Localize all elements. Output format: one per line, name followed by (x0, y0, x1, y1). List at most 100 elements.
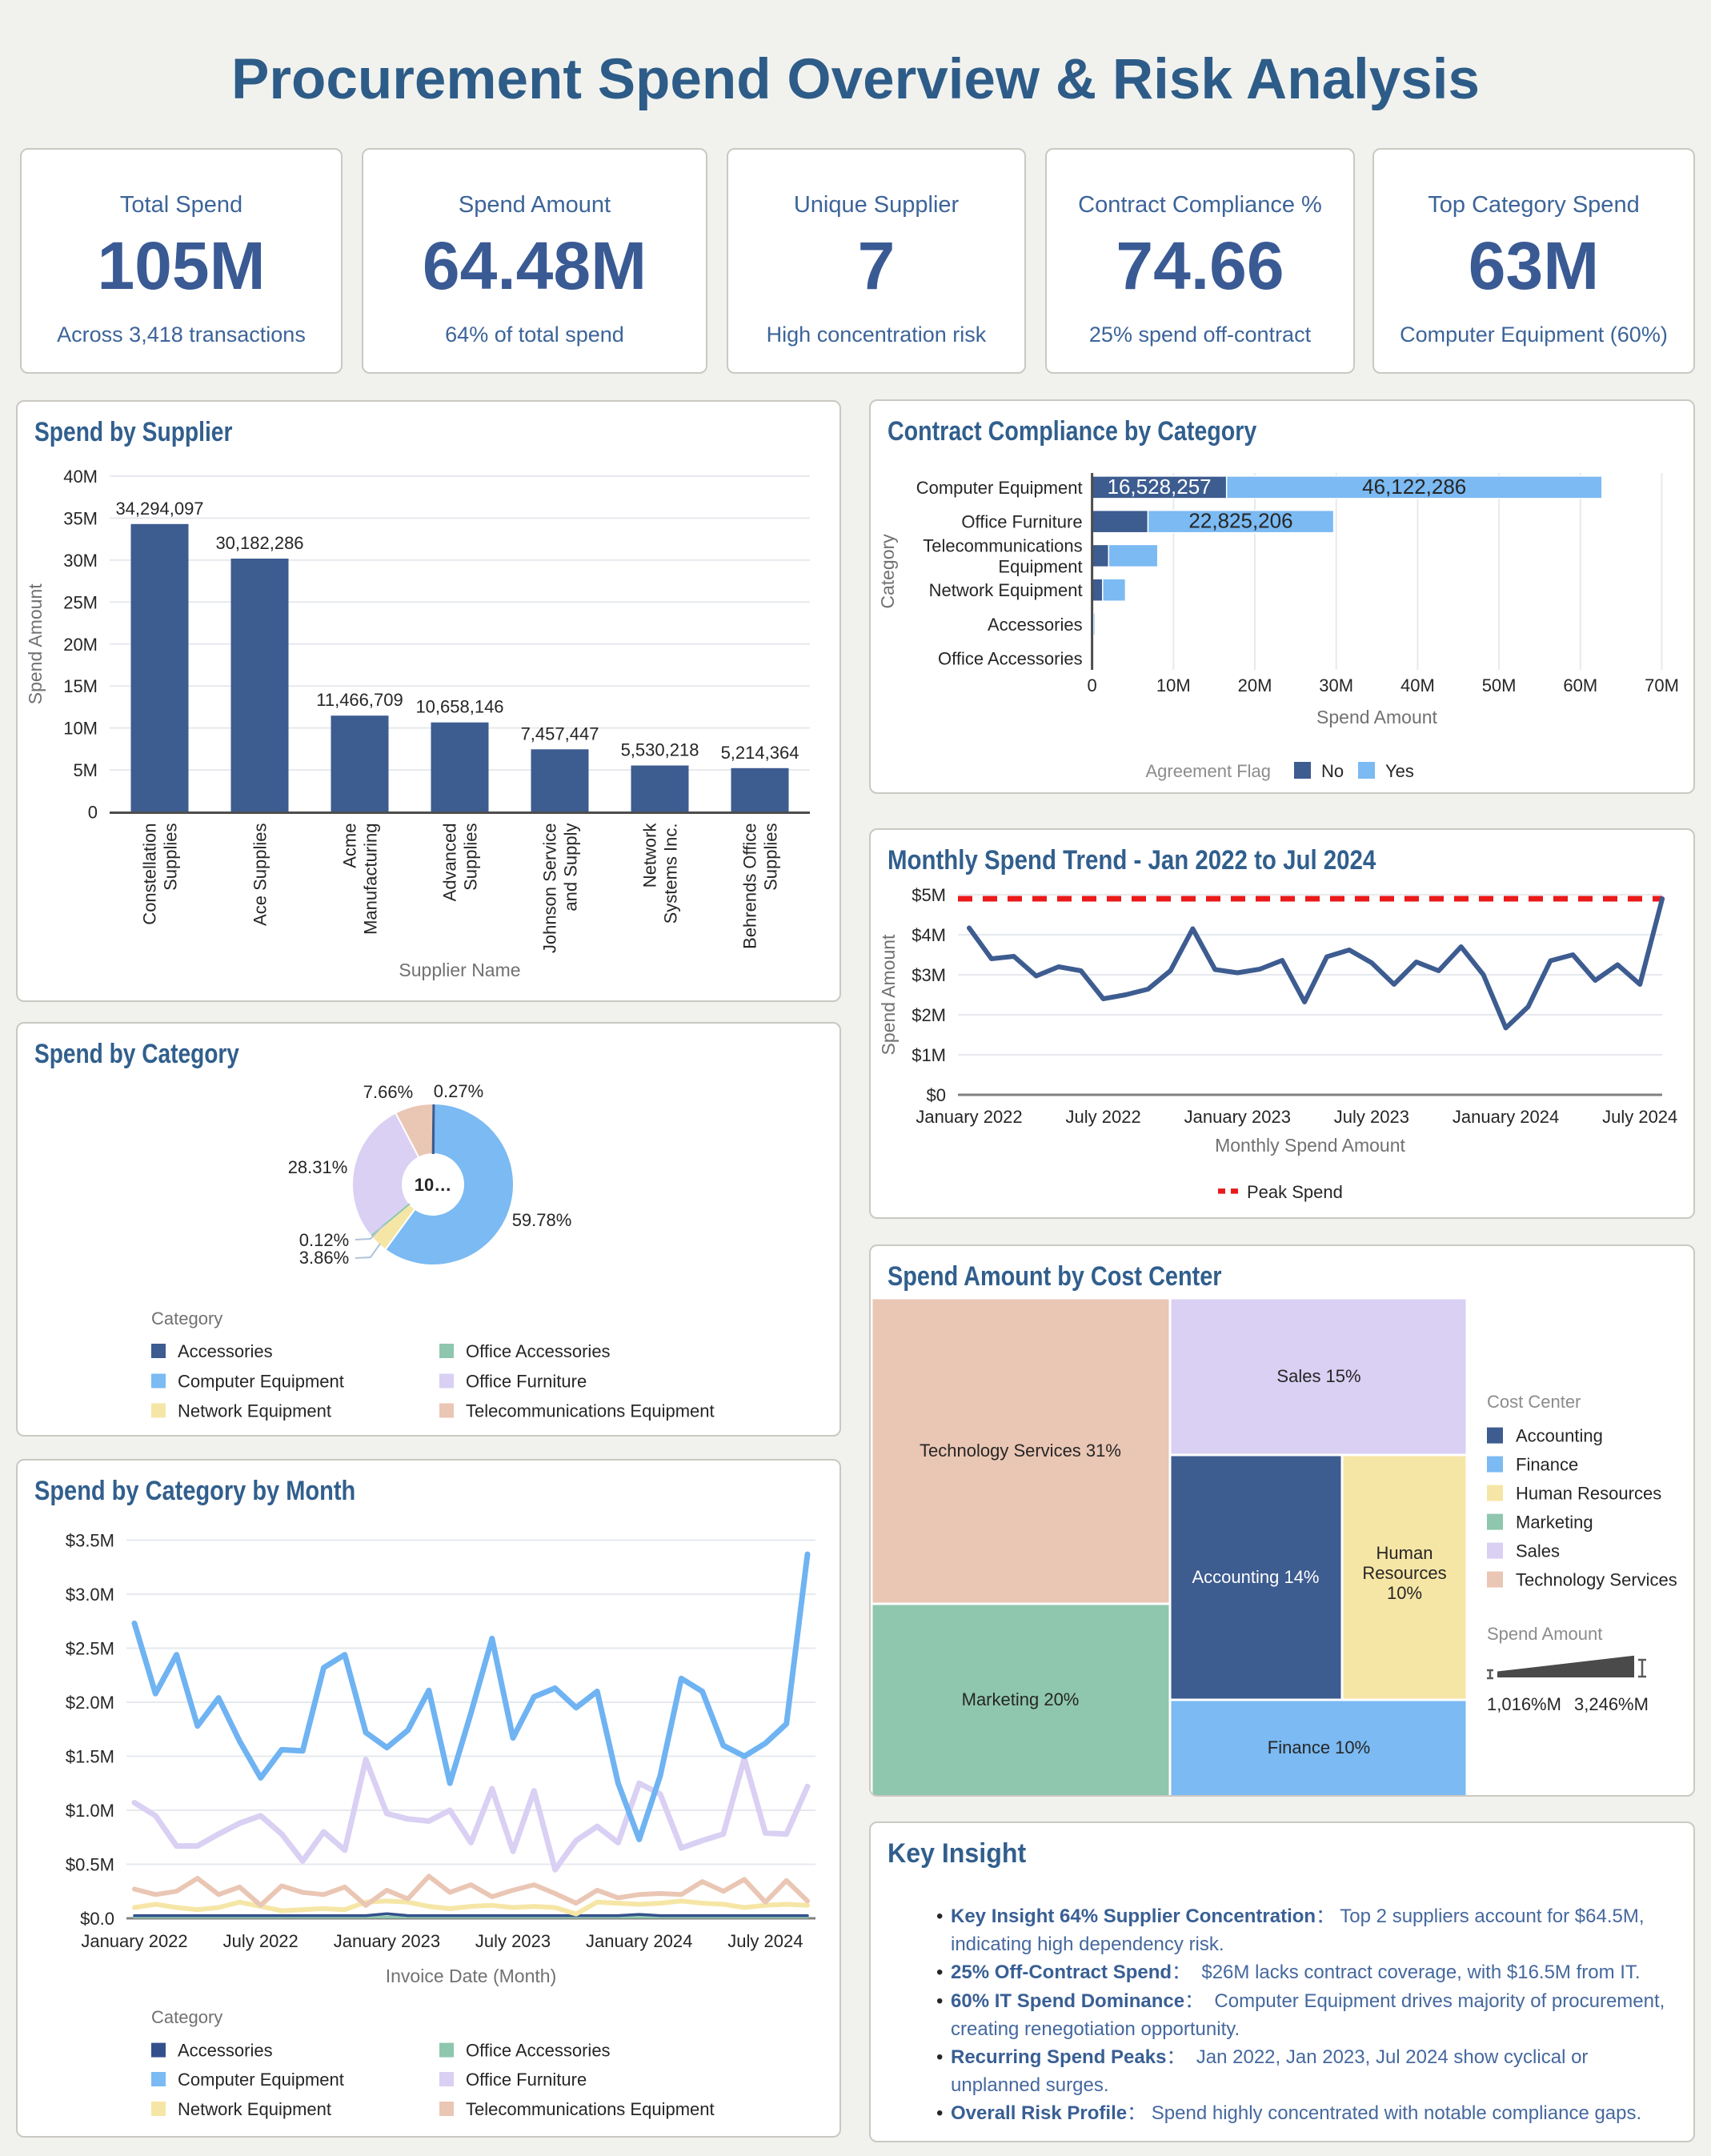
svg-text:January 2022: January 2022 (916, 1107, 1022, 1127)
svg-text:$2.5M: $2.5M (66, 1639, 114, 1659)
svg-text:Cost Center: Cost Center (1487, 1392, 1581, 1412)
svg-text:January 2022: January 2022 (81, 1931, 187, 1951)
svg-text:Telecommunications: Telecommunications (923, 535, 1082, 555)
svg-text:Office Furniture: Office Furniture (466, 2070, 587, 2090)
svg-text:5,214,364: 5,214,364 (721, 743, 799, 763)
svg-text:30M: 30M (63, 551, 98, 571)
svg-text:Finance 10%: Finance 10% (1268, 1737, 1370, 1757)
svg-text:Supplies: Supplies (161, 824, 181, 891)
svg-text:1,016%M: 1,016%M (1487, 1694, 1561, 1714)
svg-text:5M: 5M (73, 760, 98, 780)
svg-text:Office Accessories: Office Accessories (466, 2041, 611, 2061)
svg-text:Spend Amount: Spend Amount (1316, 707, 1438, 727)
svg-text:16,528,257: 16,528,257 (1108, 475, 1212, 499)
svg-text:10M: 10M (63, 719, 98, 739)
svg-text:Ace Supplies: Ace Supplies (250, 824, 270, 926)
svg-text:Accounting: Accounting (1516, 1426, 1603, 1446)
svg-text:7.66%: 7.66% (363, 1082, 413, 1102)
svg-text:Human: Human (1376, 1543, 1433, 1563)
svg-text:Supplier Name: Supplier Name (399, 960, 520, 980)
svg-text:3,246%M: 3,246%M (1574, 1694, 1649, 1714)
svg-text:60M: 60M (1563, 675, 1597, 695)
svg-text:15M: 15M (63, 676, 98, 696)
svg-text:5,530,218: 5,530,218 (621, 740, 699, 760)
svg-text:Marketing: Marketing (1516, 1513, 1593, 1533)
svg-text:July 2022: July 2022 (223, 1931, 299, 1951)
svg-text:Invoice Date (Month): Invoice Date (Month) (386, 1966, 556, 1986)
svg-text:28.31%: 28.31% (288, 1157, 348, 1177)
svg-text:Network Equipment: Network Equipment (929, 580, 1083, 600)
svg-text:59.78%: 59.78% (512, 1210, 572, 1230)
svg-text:Supplies: Supplies (461, 824, 481, 891)
svg-text:3.86%: 3.86% (299, 1248, 349, 1268)
svg-text:Supplies: Supplies (761, 824, 781, 891)
svg-text:30,182,286: 30,182,286 (215, 533, 303, 553)
svg-text:$1.0M: $1.0M (66, 1801, 114, 1821)
svg-text:Manufacturing: Manufacturing (361, 824, 381, 935)
svg-text:Telecommunications Equipment: Telecommunications Equipment (466, 2099, 715, 2119)
svg-text:$0.5M: $0.5M (66, 1855, 114, 1875)
svg-text:Sales: Sales (1516, 1541, 1560, 1561)
svg-text:Network: Network (640, 823, 660, 888)
svg-text:Category: Category (151, 2007, 222, 2027)
svg-text:Agreement Flag: Agreement Flag (1145, 761, 1271, 781)
svg-text:July 2023: July 2023 (1334, 1107, 1409, 1127)
svg-text:Marketing 20%: Marketing 20% (962, 1689, 1080, 1709)
svg-text:$3.0M: $3.0M (66, 1585, 114, 1605)
svg-text:Human Resources: Human Resources (1516, 1484, 1661, 1504)
svg-text:$4M: $4M (912, 925, 946, 945)
svg-text:$2.0M: $2.0M (66, 1693, 114, 1713)
svg-text:Computer Equipment: Computer Equipment (916, 478, 1083, 498)
svg-text:Network Equipment: Network Equipment (178, 1401, 331, 1421)
svg-text:Finance: Finance (1516, 1455, 1578, 1475)
svg-text:$1M: $1M (912, 1045, 946, 1065)
svg-text:Behrends Office: Behrends Office (740, 824, 760, 949)
svg-text:Systems Inc.: Systems Inc. (661, 824, 681, 924)
svg-text:30M: 30M (1319, 675, 1353, 695)
svg-text:Yes: Yes (1385, 761, 1414, 781)
svg-text:Spend Amount: Spend Amount (878, 934, 899, 1056)
svg-text:Resources: Resources (1362, 1563, 1446, 1583)
svg-text:40M: 40M (1400, 675, 1435, 695)
svg-text:Category: Category (151, 1308, 222, 1328)
svg-text:Constellation: Constellation (140, 824, 160, 925)
svg-text:January 2024: January 2024 (586, 1931, 692, 1951)
svg-text:Accessories: Accessories (988, 615, 1083, 635)
svg-text:46,122,286: 46,122,286 (1362, 475, 1466, 499)
svg-text:Accessories: Accessories (178, 1341, 273, 1361)
svg-text:and Supply: and Supply (561, 824, 581, 912)
svg-text:Technology Services: Technology Services (1516, 1570, 1677, 1590)
svg-text:10,658,146: 10,658,146 (415, 697, 503, 717)
svg-text:25M: 25M (63, 592, 98, 612)
svg-text:Office Accessories: Office Accessories (466, 1341, 611, 1361)
svg-text:Network Equipment: Network Equipment (178, 2099, 331, 2119)
svg-text:20M: 20M (1238, 675, 1272, 695)
svg-text:10M: 10M (1156, 675, 1191, 695)
svg-text:Computer Equipment: Computer Equipment (178, 2070, 344, 2090)
svg-text:50M: 50M (1482, 675, 1517, 695)
svg-text:Accounting 14%: Accounting 14% (1192, 1567, 1320, 1587)
svg-text:Johnson Service: Johnson Service (540, 824, 560, 954)
svg-text:0.27%: 0.27% (434, 1081, 483, 1101)
svg-text:34,294,097: 34,294,097 (115, 499, 203, 519)
svg-text:No: No (1321, 761, 1344, 781)
svg-text:0: 0 (88, 803, 98, 823)
svg-text:Office Furniture: Office Furniture (466, 1372, 587, 1392)
svg-text:0.12%: 0.12% (299, 1230, 349, 1250)
svg-text:7,457,447: 7,457,447 (521, 723, 599, 743)
svg-text:22,825,206: 22,825,206 (1188, 509, 1292, 533)
svg-text:Telecommunications Equipment: Telecommunications Equipment (466, 1401, 715, 1421)
svg-text:Monthly Spend Amount: Monthly Spend Amount (1215, 1135, 1405, 1156)
svg-text:$0: $0 (927, 1085, 946, 1105)
svg-text:Office Furniture: Office Furniture (961, 512, 1082, 532)
svg-text:$3M: $3M (912, 965, 946, 985)
svg-text:$1.5M: $1.5M (66, 1747, 114, 1767)
svg-text:January 2023: January 2023 (1184, 1107, 1291, 1127)
svg-text:January 2023: January 2023 (334, 1931, 440, 1951)
svg-text:10…: 10… (415, 1175, 451, 1195)
svg-text:$2M: $2M (912, 1005, 946, 1025)
svg-text:Computer Equipment: Computer Equipment (178, 1372, 344, 1392)
svg-text:$0.0: $0.0 (80, 1909, 114, 1929)
svg-text:Spend Amount: Spend Amount (25, 583, 46, 705)
svg-text:0: 0 (1087, 675, 1096, 695)
